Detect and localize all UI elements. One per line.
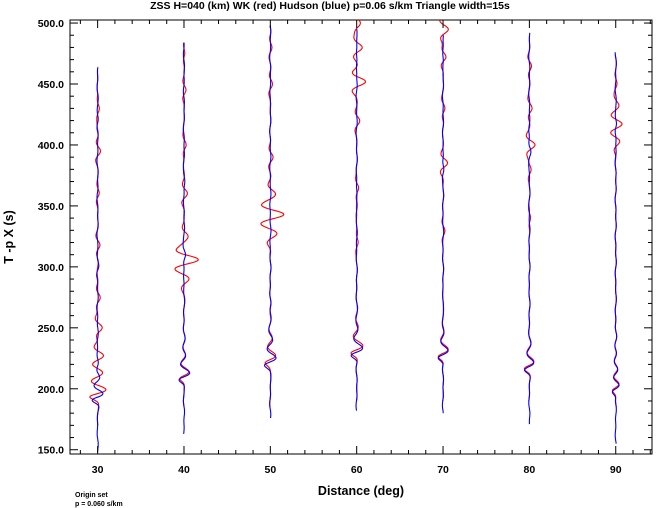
x-tick-label: 60 <box>351 464 363 476</box>
axes-layer: 30 40 50 60 70 80 90 150.0 200.0 250.0 300.0 350.0 4… <box>38 18 652 476</box>
y-tick-label: 200.0 <box>38 384 64 396</box>
trace-hudson-blue-40 <box>178 42 191 434</box>
footer-origin-note: Origin set <box>75 492 108 499</box>
trace-hudson-blue-60 <box>350 29 364 411</box>
y-axis-title: T -p X (s) <box>2 210 16 263</box>
y-tick-label: 450.0 <box>38 79 64 91</box>
x-axis-title: Distance (deg) <box>318 484 404 498</box>
y-tick-label: 250.0 <box>38 323 64 335</box>
plot-frame <box>69 19 653 455</box>
trace-hudson-blue-90 <box>611 52 620 444</box>
trace-layer <box>89 19 623 453</box>
trace-hudson-blue-50 <box>263 25 277 418</box>
y-tick-label: 300.0 <box>38 262 64 274</box>
trace-wk-red-50 <box>260 25 285 408</box>
y-tick-label: 150.0 <box>38 445 64 457</box>
x-tick-label: 70 <box>437 464 449 476</box>
x-tick-label: 30 <box>92 464 104 476</box>
x-tick-label: 40 <box>178 464 190 476</box>
trace-wk-red-40 <box>174 42 199 408</box>
x-tick-label: 80 <box>524 464 536 476</box>
y-tick-label: 350.0 <box>38 201 64 213</box>
x-tick-label: 50 <box>264 464 276 476</box>
y-tick-label: 500.0 <box>38 18 64 30</box>
footer-slowness-note: p = 0.060 s/km <box>75 501 123 508</box>
trace-hudson-blue-30 <box>91 68 104 453</box>
x-tick-label: 90 <box>610 464 622 476</box>
trace-hudson-blue-70 <box>437 35 449 414</box>
trace-hudson-blue-80 <box>523 32 535 425</box>
y-tick-label: 400.0 <box>38 140 64 152</box>
chart-title: ZSS H=040 (km) WK (red) Hudson (blue) p=… <box>150 0 510 12</box>
